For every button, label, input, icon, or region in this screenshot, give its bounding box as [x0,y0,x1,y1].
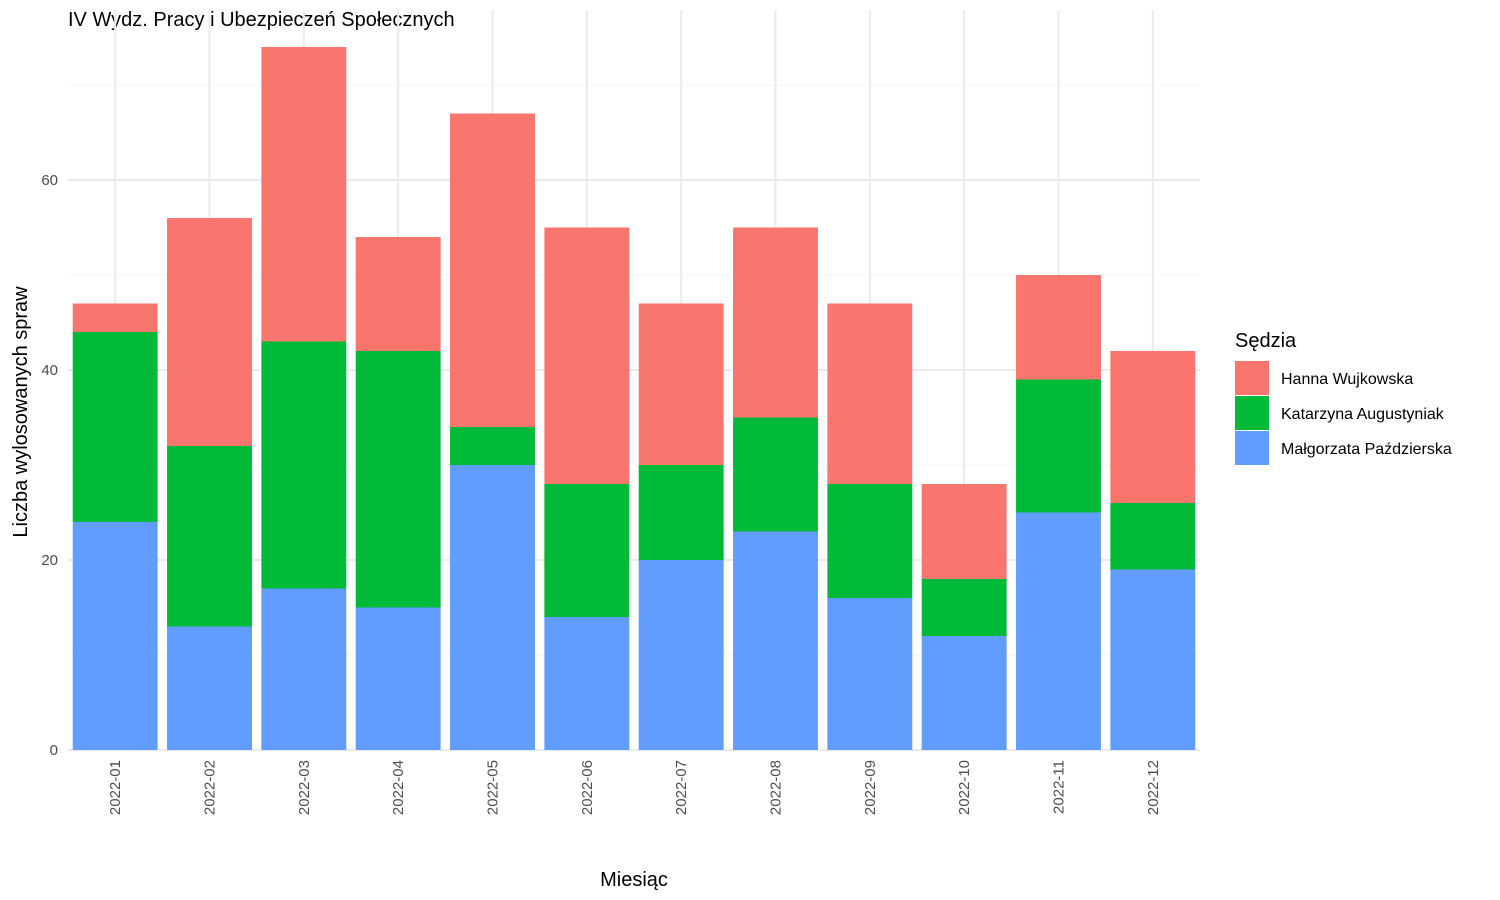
legend-swatch [1235,431,1269,465]
legend-label: Katarzyna Augustyniak [1281,406,1445,423]
bar-małgorzata-paździerska-2022-08 [733,531,818,750]
bar-hanna-wujkowska-2022-03 [261,47,347,342]
x-tick-label: 2022-09 [862,760,879,815]
bar-katarzyna-augustyniak-2022-05 [450,427,535,465]
y-axis-ticks: 0 20 40 60 [41,172,58,759]
bar-małgorzata-paździerska-2022-09 [827,598,913,750]
y-tick-label: 0 [50,742,58,759]
bar-małgorzata-paździerska-2022-03 [261,588,347,750]
x-tick-label: 2022-04 [390,760,407,815]
x-tick-label: 2022-03 [296,760,313,815]
x-axis-title: Miesiąc [600,869,668,891]
bar-hanna-wujkowska-2022-02 [167,218,252,446]
x-axis-ticks: 2022-01 2022-02 2022-03 2022-04 2022-05 2022-… [107,760,1162,815]
bar-małgorzata-paździerska-2022-11 [1016,512,1101,750]
bar-małgorzata-paździerska-2022-01 [72,522,158,750]
x-tick-label: 2022-11 [1051,760,1068,814]
bar-hanna-wujkowska-2022-07 [638,303,724,465]
bar-małgorzata-paździerska-2022-02 [167,626,252,750]
x-tick-label: 2022-08 [768,760,785,815]
bar-katarzyna-augustyniak-2022-02 [167,446,252,627]
bar-katarzyna-augustyniak-2022-08 [733,417,818,532]
legend: Sędzia Hanna Wujkowska Katarzyna Augustyn… [1235,330,1452,465]
y-axis-title: Liczba wylosowanych spraw [10,286,32,538]
legend-label: Małgorzata Paździerska [1281,441,1452,458]
bar-katarzyna-augustyniak-2022-07 [638,465,724,560]
bar-małgorzata-paździerska-2022-05 [450,465,535,750]
bar-hanna-wujkowska-2022-10 [921,484,1007,579]
bar-katarzyna-augustyniak-2022-06 [544,484,630,617]
bar-katarzyna-augustyniak-2022-11 [1016,379,1101,513]
x-tick-label: 2022-07 [673,760,690,815]
bars [72,47,1196,750]
bar-katarzyna-augustyniak-2022-01 [72,332,158,522]
x-tick-label: 2022-05 [485,760,502,815]
bar-hanna-wujkowska-2022-01 [72,303,158,332]
chart-title: IV Wydz. Pracy i Ubezpieczeń Społecznych [68,9,455,31]
bar-katarzyna-augustyniak-2022-04 [355,351,441,608]
bar-hanna-wujkowska-2022-05 [450,113,535,427]
legend-swatch [1235,361,1269,395]
x-tick-label: 2022-12 [1145,760,1162,815]
x-tick-label: 2022-02 [202,760,219,815]
bar-hanna-wujkowska-2022-04 [355,237,441,351]
bar-hanna-wujkowska-2022-09 [827,303,913,484]
bar-katarzyna-augustyniak-2022-12 [1110,503,1196,570]
x-tick-label: 2022-10 [956,760,973,815]
bar-hanna-wujkowska-2022-12 [1110,351,1196,503]
bar-hanna-wujkowska-2022-11 [1016,275,1101,380]
y-tick-label: 60 [41,172,58,189]
bar-małgorzata-paździerska-2022-06 [544,617,630,750]
bar-małgorzata-paździerska-2022-04 [355,607,441,750]
legend-title: Sędzia [1235,330,1297,352]
y-tick-label: 40 [41,362,58,379]
bar-hanna-wujkowska-2022-08 [733,227,818,418]
bar-małgorzata-paździerska-2022-07 [638,560,724,750]
bar-katarzyna-augustyniak-2022-03 [261,341,347,589]
legend-label: Hanna Wujkowska [1281,371,1413,388]
legend-swatch [1235,396,1269,430]
bar-małgorzata-paździerska-2022-10 [921,636,1007,750]
x-tick-label: 2022-06 [579,760,596,815]
x-tick-label: 2022-01 [107,760,124,815]
bar-hanna-wujkowska-2022-06 [544,227,630,484]
y-tick-label: 20 [41,552,58,569]
bar-małgorzata-paździerska-2022-12 [1110,569,1196,750]
bar-katarzyna-augustyniak-2022-09 [827,484,913,598]
bar-katarzyna-augustyniak-2022-10 [921,579,1007,636]
